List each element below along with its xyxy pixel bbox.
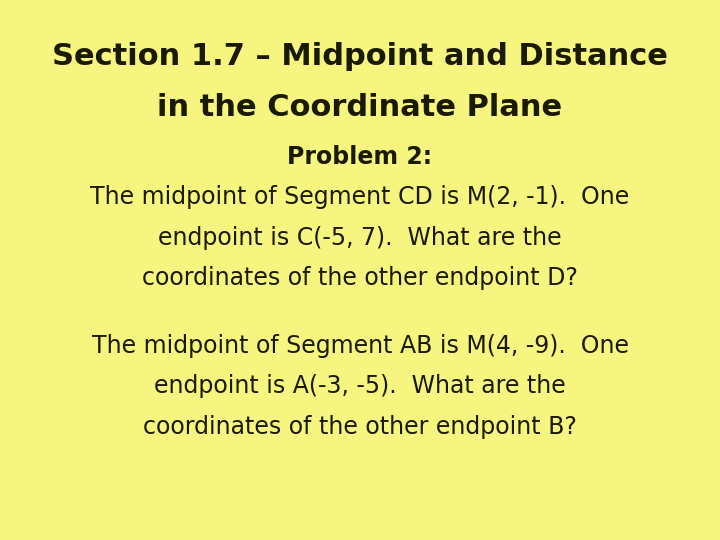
Text: endpoint is A(-3, -5).  What are the: endpoint is A(-3, -5). What are the [154,374,566,398]
Text: Section 1.7 – Midpoint and Distance: Section 1.7 – Midpoint and Distance [52,42,668,71]
Text: Problem 2:: Problem 2: [287,145,433,168]
Text: The midpoint of Segment CD is M(2, -1).  One: The midpoint of Segment CD is M(2, -1). … [91,185,629,209]
Text: The midpoint of Segment AB is M(4, -9).  One: The midpoint of Segment AB is M(4, -9). … [91,334,629,357]
Text: coordinates of the other endpoint D?: coordinates of the other endpoint D? [142,266,578,290]
Text: in the Coordinate Plane: in the Coordinate Plane [158,93,562,123]
Text: coordinates of the other endpoint B?: coordinates of the other endpoint B? [143,415,577,438]
Text: endpoint is C(-5, 7).  What are the: endpoint is C(-5, 7). What are the [158,226,562,249]
